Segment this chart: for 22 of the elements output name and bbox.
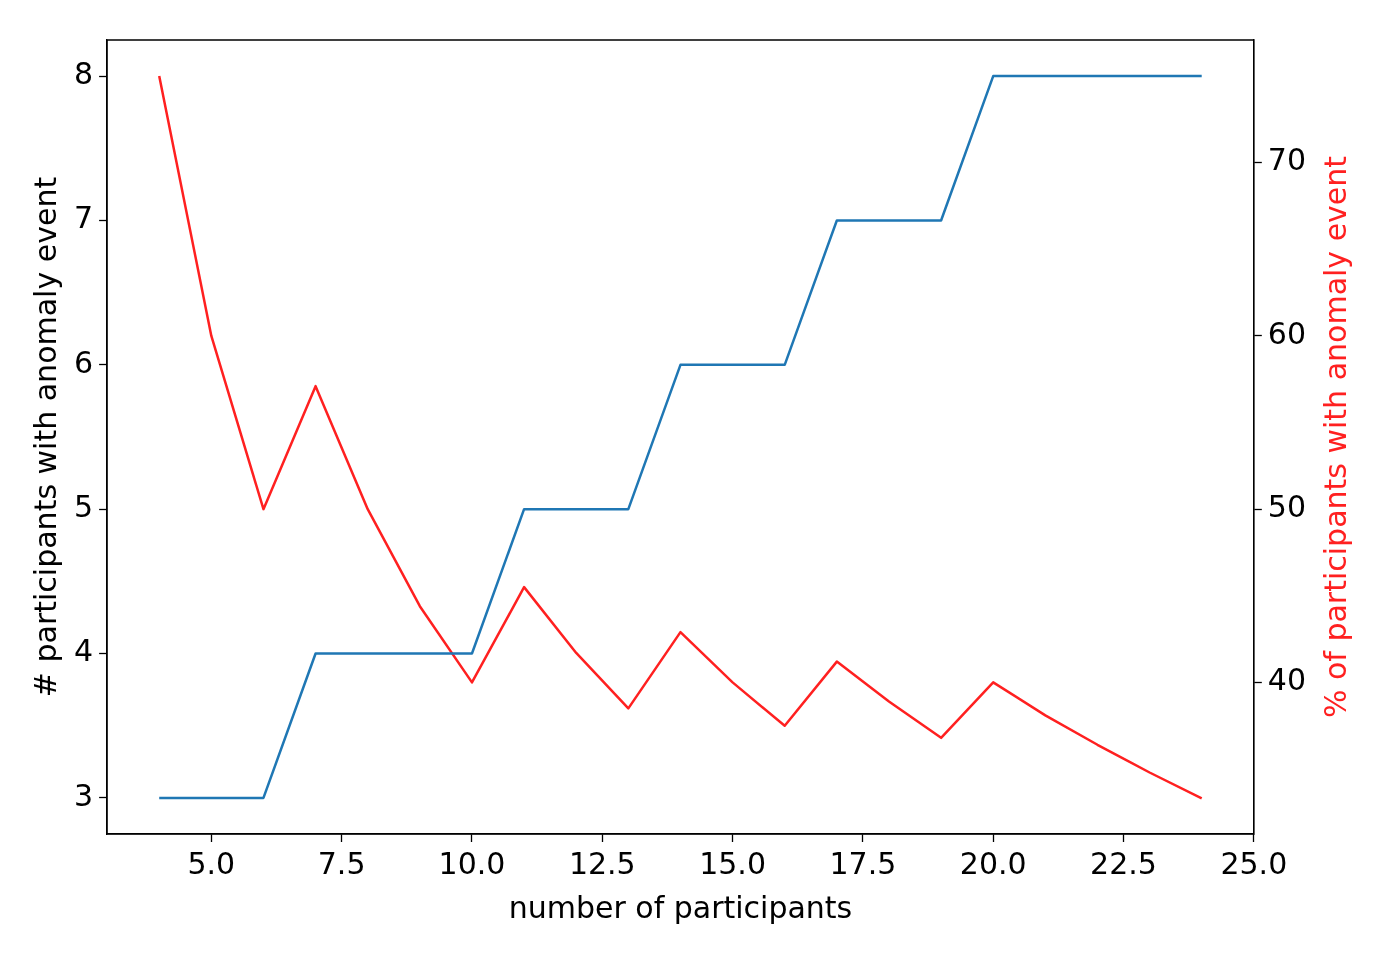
x-tick-label: 20.0 bbox=[959, 845, 1027, 881]
y-tick-label: 6 bbox=[73, 344, 94, 380]
x-tick-label: 12.5 bbox=[568, 845, 636, 881]
x-axis-title: number of participants bbox=[508, 889, 853, 925]
y2-tick-label: 70 bbox=[1267, 142, 1307, 178]
x-tick-label: 7.5 bbox=[317, 845, 366, 881]
y2-axis-title: % of participants with anomaly event bbox=[1317, 155, 1353, 719]
x-tick-label: 25.0 bbox=[1220, 845, 1288, 881]
y2-tick-label: 60 bbox=[1267, 315, 1307, 351]
y-axis-title: # participants with anomaly event bbox=[27, 176, 63, 698]
x-tick-label: 5.0 bbox=[187, 845, 236, 881]
y-tick-label: 8 bbox=[73, 55, 94, 91]
y2-tick-label: 50 bbox=[1267, 488, 1307, 524]
y-tick-label: 4 bbox=[73, 633, 94, 669]
y-tick-label: 3 bbox=[73, 777, 94, 813]
y-tick-label: 7 bbox=[73, 200, 94, 236]
y-tick-label: 5 bbox=[73, 488, 94, 524]
x-tick-label: 17.5 bbox=[829, 845, 897, 881]
x-tick-label: 22.5 bbox=[1090, 845, 1157, 881]
x-tick-label: 15.0 bbox=[699, 845, 766, 881]
x-tick-label: 10.0 bbox=[438, 845, 506, 881]
y2-tick-label: 40 bbox=[1267, 662, 1307, 698]
